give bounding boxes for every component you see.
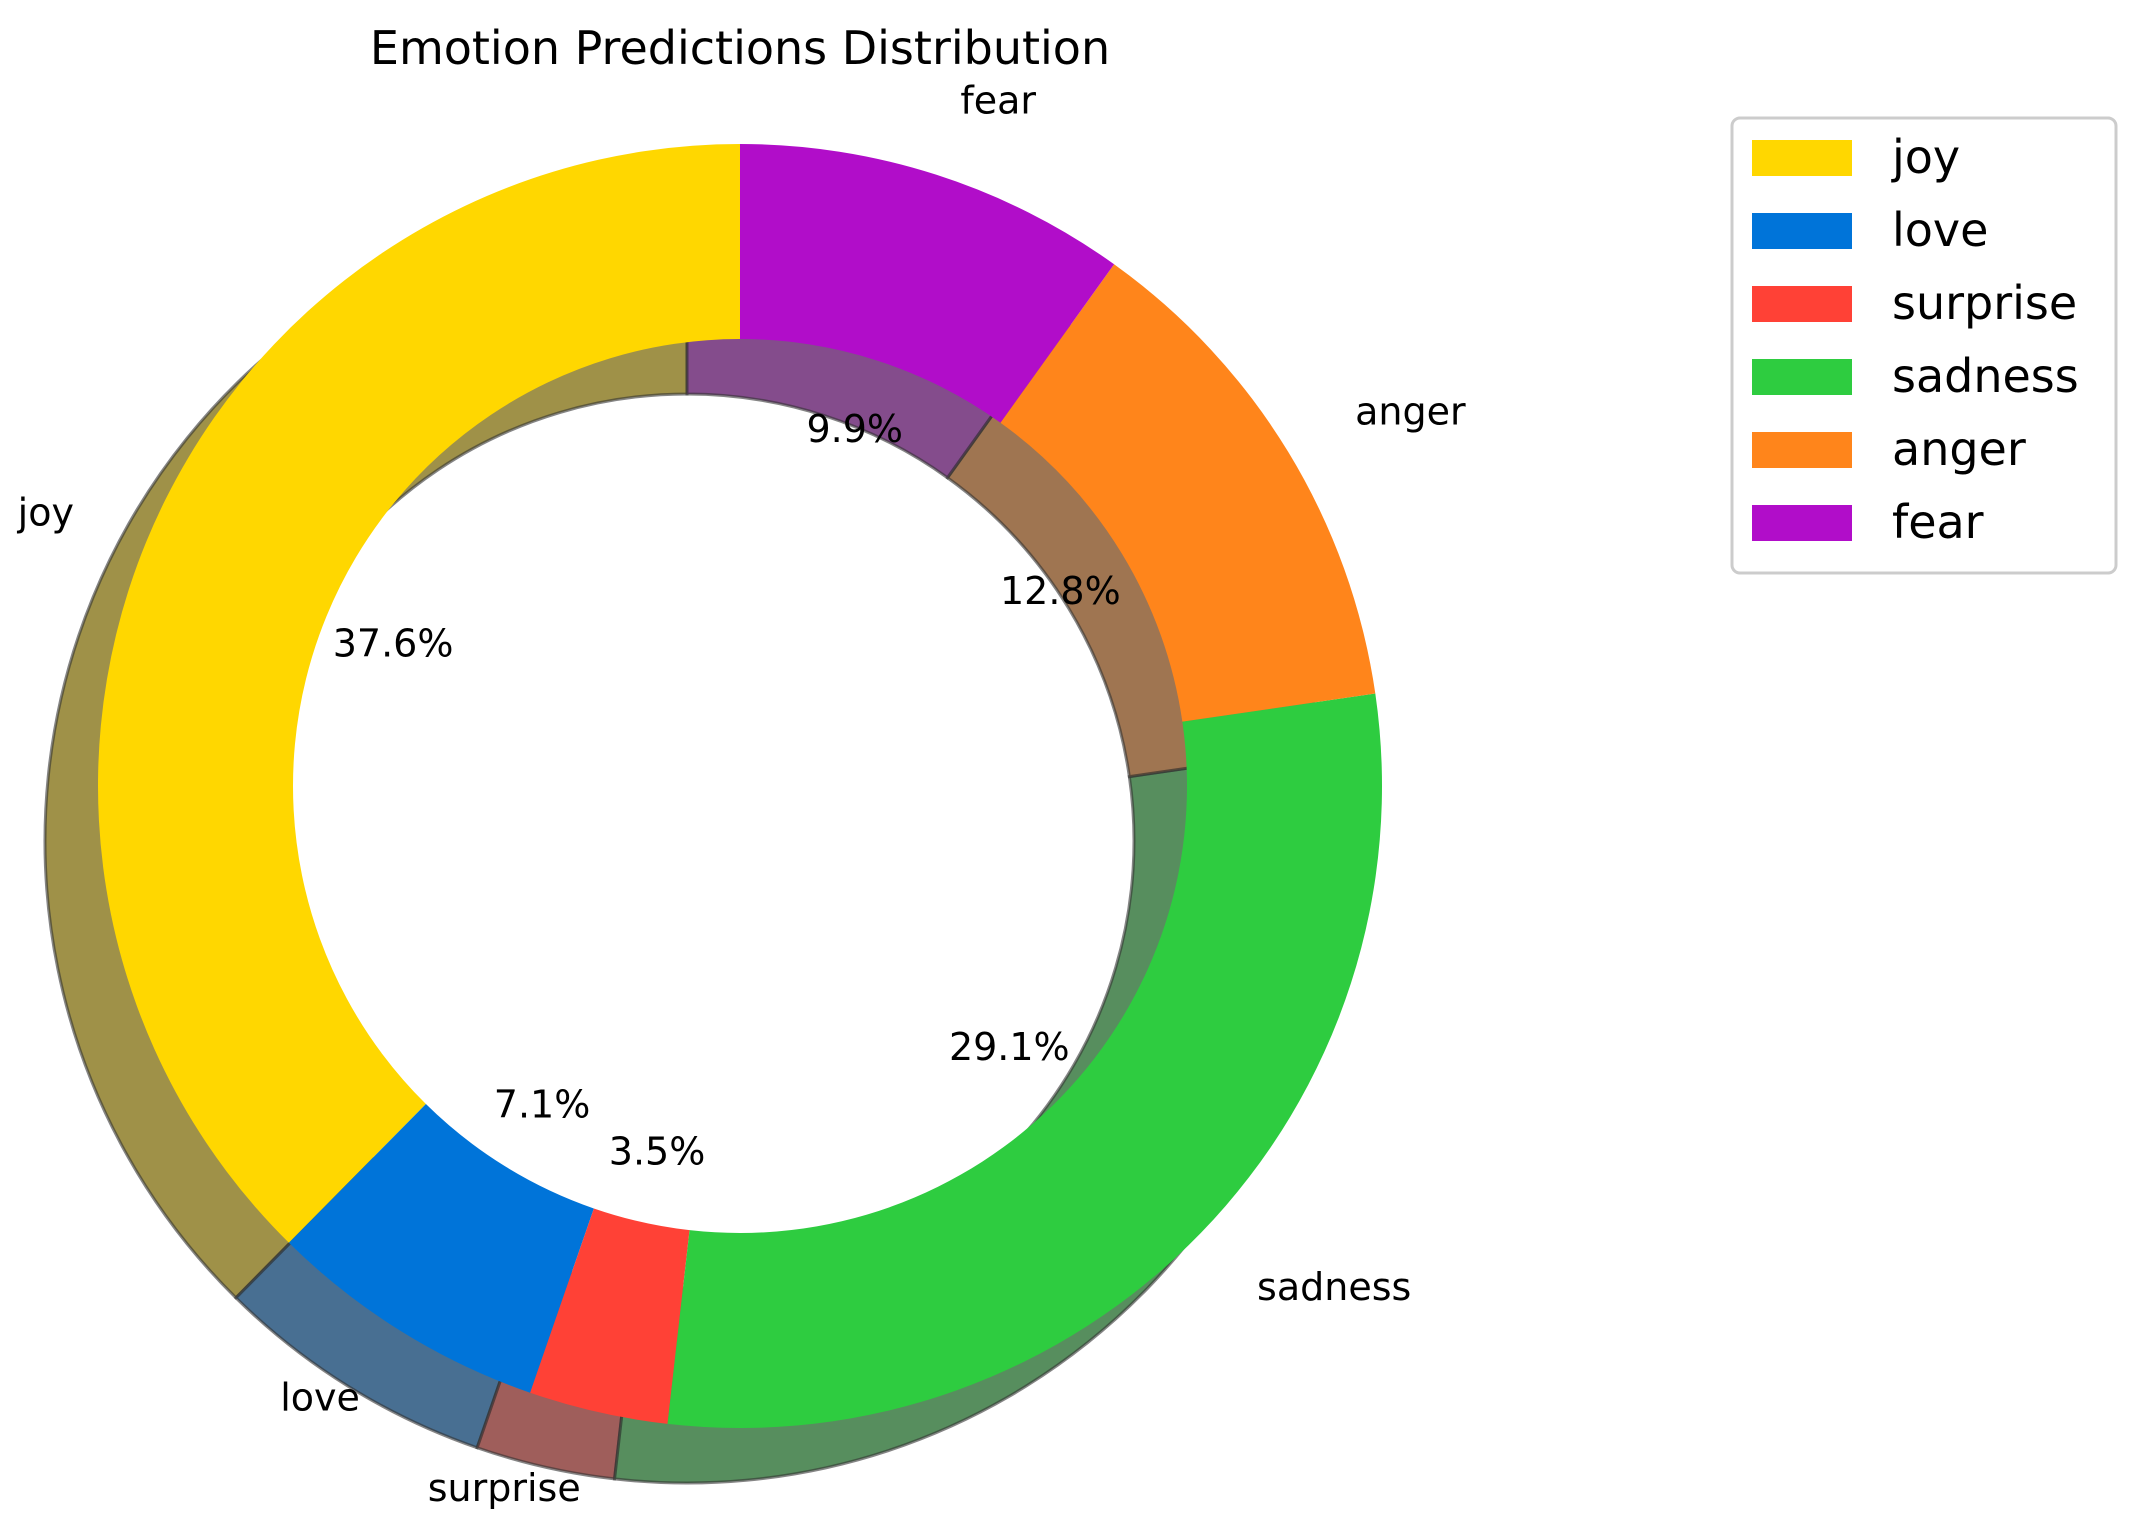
slice-label-fear: fear <box>960 79 1036 123</box>
slice-joy <box>98 144 741 1243</box>
chart-title: Emotion Predictions Distribution <box>370 21 1110 75</box>
slice-pct-fear: 9.9% <box>806 407 903 451</box>
slice-surprise <box>530 1208 690 1424</box>
legend: joy love surprise sadness anger fear <box>1730 116 2118 575</box>
legend-label-sadness: sadness <box>1892 349 2079 403</box>
slice-pct-love: 7.1% <box>494 1083 591 1127</box>
legend-label-anger: anger <box>1892 422 2026 476</box>
donut-slices <box>98 144 1382 1428</box>
slice-pct-joy: 37.6% <box>333 622 454 666</box>
legend-swatch-love <box>1752 213 1852 249</box>
slice-labels: joy 37.6% love 7.1% surprise 3.5% sadness 29.1%… <box>17 79 1466 1511</box>
legend-swatch-joy <box>1752 140 1852 176</box>
slice-label-joy: joy <box>17 491 74 535</box>
legend-swatch-anger <box>1752 432 1852 468</box>
slice-label-anger: anger <box>1355 390 1466 434</box>
slice-love <box>288 1104 594 1393</box>
legend-swatch-surprise <box>1752 286 1852 322</box>
legend-swatch-sadness <box>1752 359 1852 395</box>
legend-label-joy: joy <box>1891 130 1960 184</box>
legend-label-love: love <box>1892 203 1988 257</box>
legend-label-fear: fear <box>1892 495 1984 549</box>
legend-label-surprise: surprise <box>1892 276 2077 330</box>
slice-fear <box>740 144 1115 423</box>
slice-label-sadness: sadness <box>1257 1265 1411 1309</box>
slice-label-surprise: surprise <box>428 1466 581 1510</box>
legend-swatch-fear <box>1752 505 1852 541</box>
slice-pct-surprise: 3.5% <box>609 1130 706 1174</box>
slice-label-love: love <box>280 1376 360 1420</box>
slice-sadness <box>667 693 1382 1428</box>
slice-anger <box>1000 264 1376 722</box>
slice-pct-anger: 12.8% <box>1000 569 1121 613</box>
slice-pct-sadness: 29.1% <box>949 1025 1070 1069</box>
